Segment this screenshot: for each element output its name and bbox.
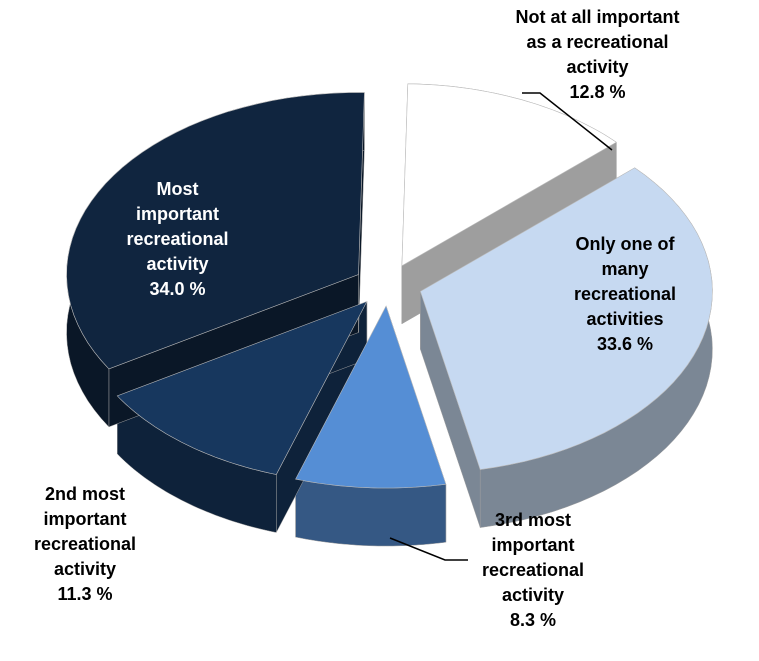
- value-label: 8.3 %: [509, 610, 557, 630]
- slice: [401, 83, 617, 267]
- slice: [66, 92, 365, 370]
- leader-line: [389, 537, 468, 561]
- value-label: 34.0 %: [149, 279, 206, 299]
- slice: [420, 167, 713, 470]
- value-label: 33.6 %: [596, 334, 654, 354]
- slice-side: [295, 478, 447, 547]
- value-label: 11.3 %: [57, 584, 113, 604]
- category-label: Only one of many recreational activities: [573, 234, 677, 329]
- slice-label: 3rd most important recreational activity…: [463, 508, 603, 633]
- leader-line: [522, 92, 613, 151]
- category-label: 2nd most important recreational activity: [33, 484, 137, 579]
- slice-label: 2nd most important recreational activity…: [15, 482, 155, 607]
- slice: [116, 300, 368, 475]
- value-label: 12.8 %: [569, 82, 626, 102]
- category-label: Not at all important as a recreational a…: [515, 7, 680, 77]
- category-label: 3rd most important recreational activity: [481, 510, 585, 605]
- slice-label: Most important recreational activity 34.0…: [115, 177, 240, 302]
- category-label: Most important recreational activity: [126, 179, 229, 274]
- slice-label: Only one of many recreational activities…: [555, 232, 695, 357]
- slice: [295, 305, 447, 489]
- slice-label: Not at all important as a recreational a…: [515, 5, 680, 105]
